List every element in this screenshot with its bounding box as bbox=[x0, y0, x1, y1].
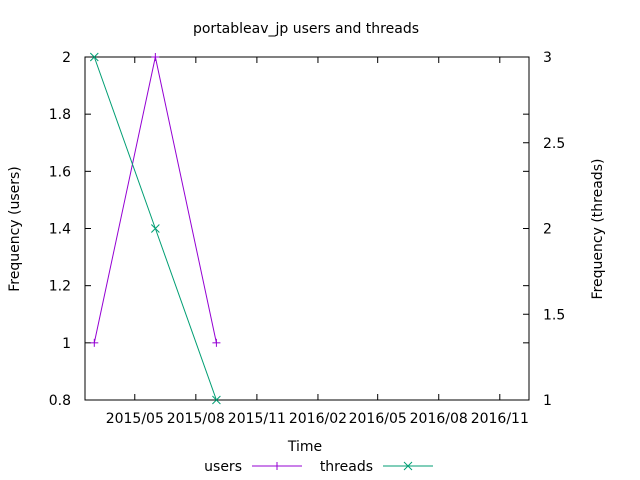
series-layer bbox=[89, 52, 221, 405]
y-right-axis-label: Frequency (threads) bbox=[590, 159, 606, 300]
x-tick-label: 2016/08 bbox=[410, 411, 468, 427]
y-left-tick-label: 1.6 bbox=[49, 164, 71, 180]
legend-label-threads: threads bbox=[320, 459, 373, 475]
y-left-tick-label: 1.2 bbox=[49, 279, 71, 295]
y-left-axis: 0.8 1 1.2 1.4 1.6 1.8 2 bbox=[49, 50, 529, 409]
legend: users threads bbox=[204, 459, 433, 475]
x-tick-label: 2016/02 bbox=[289, 411, 347, 427]
point-users bbox=[151, 53, 160, 61]
point-threads bbox=[89, 52, 99, 62]
point-threads-d2 bbox=[150, 224, 160, 233]
y-left-tick-label: 2 bbox=[62, 50, 71, 66]
y-left-axis-label: Frequency (users) bbox=[7, 166, 23, 292]
legend-marker-threads-d2 bbox=[403, 461, 413, 471]
point-users bbox=[90, 338, 99, 347]
point-users bbox=[212, 338, 221, 347]
y-right-tick-label: 2.5 bbox=[543, 136, 565, 152]
point-threads-d2 bbox=[89, 52, 99, 62]
y-left-tick-label: 1.4 bbox=[49, 222, 71, 238]
x-tick-label: 2016/05 bbox=[349, 411, 407, 427]
chart-title: portableav_jp users and threads bbox=[193, 21, 419, 37]
legend-marker-threads bbox=[403, 461, 413, 471]
x-tick-label: 2015/11 bbox=[228, 411, 286, 427]
y-right-tick-label: 3 bbox=[543, 50, 552, 66]
x-tick-label: 2016/11 bbox=[471, 411, 529, 427]
y-right-tick-label: 1.5 bbox=[543, 307, 565, 323]
legend-marker-users bbox=[273, 462, 281, 470]
point-threads bbox=[212, 395, 221, 405]
y-left-tick-label: 1.8 bbox=[49, 107, 71, 123]
plot-frame bbox=[84, 56, 530, 401]
x-axis-label: Time bbox=[287, 439, 322, 455]
series-line-users bbox=[93, 56, 217, 343]
y-right-axis: 1 1.5 2 2.5 3 bbox=[523, 50, 565, 409]
y-right-tick-label: 1 bbox=[543, 393, 552, 409]
x-tick-label: 2015/08 bbox=[167, 411, 225, 427]
x-axis: 2015/05 2015/08 2015/11 2016/02 2016/05 2016/… bbox=[106, 57, 529, 427]
x-tick-label: 2015/05 bbox=[106, 411, 164, 427]
y-left-tick-label: 0.8 bbox=[49, 393, 71, 409]
point-threads bbox=[150, 224, 160, 233]
legend-label-users: users bbox=[204, 459, 242, 475]
y-left-tick-label: 1 bbox=[62, 336, 71, 352]
y-right-tick-label: 2 bbox=[543, 222, 552, 238]
point-threads-d2 bbox=[212, 395, 221, 405]
